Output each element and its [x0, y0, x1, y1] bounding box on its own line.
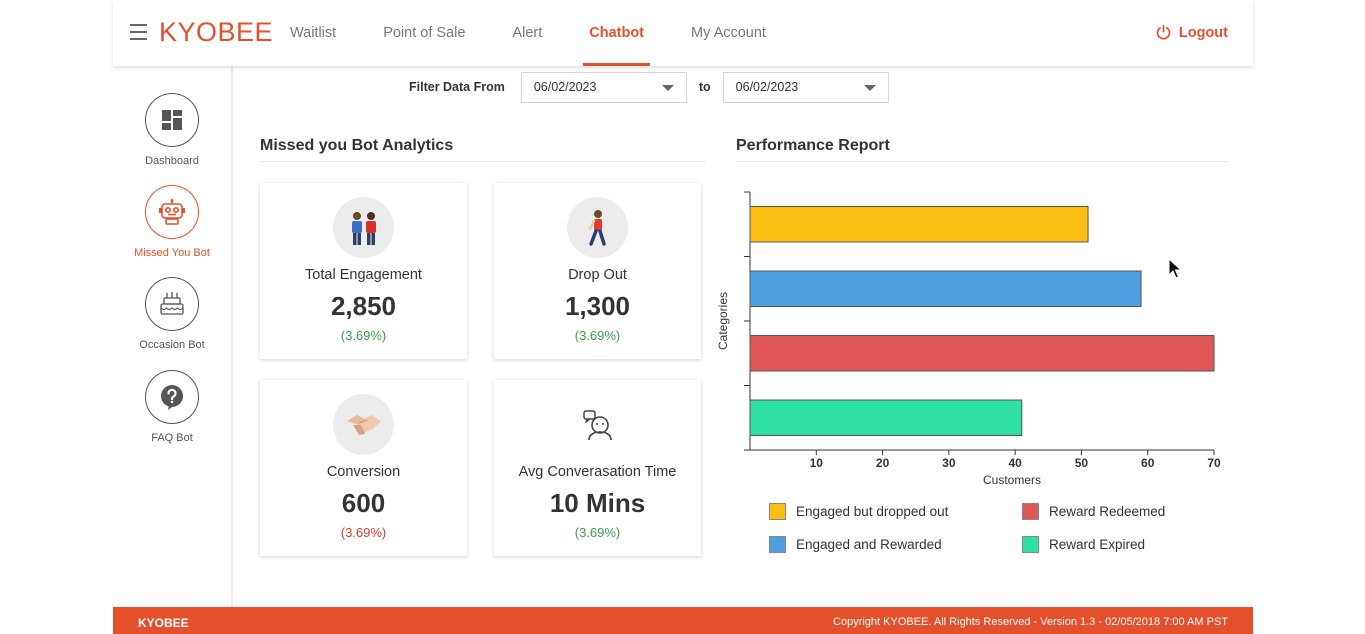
x-tick-label: 50 — [1075, 456, 1089, 470]
legend-swatch — [769, 536, 786, 553]
card-conversion: Conversion 600 (3.69%) — [260, 380, 467, 556]
filter-label: Filter Data From — [409, 80, 505, 94]
chevron-down-icon — [661, 84, 674, 91]
footer-brand: KYOBEE — [138, 616, 189, 630]
x-tick-label: 20 — [876, 456, 890, 470]
x-tick-label: 10 — [810, 456, 824, 470]
handshake-icon — [333, 394, 394, 455]
x-tick-label: 40 — [1008, 456, 1022, 470]
sidebar-item-occasion-bot[interactable]: Occasion Bot — [113, 277, 231, 351]
bar-1 — [749, 270, 1142, 307]
logout-label: Logout — [1178, 24, 1228, 41]
sidebar-item-faq-bot[interactable]: FAQ Bot — [113, 370, 231, 444]
logo[interactable]: KYOBEE — [159, 17, 274, 47]
date-to-value: 06/02/2023 — [735, 80, 799, 94]
nav-point-of-sale[interactable]: Point of Sale — [383, 25, 466, 41]
sidebar-item-missed-you-bot[interactable]: Missed You Bot — [113, 185, 231, 259]
sidebar-label: FAQ Bot — [151, 432, 193, 444]
legend-label: Reward Redeemed — [1049, 504, 1166, 519]
card-label: Avg Converasation Time — [518, 464, 677, 480]
card-avg-conversation-time: Avg Converasation Time 10 Mins (3.69%) — [494, 380, 701, 556]
performance-title: Performance Report — [736, 137, 1228, 162]
mouse-cursor-icon — [1168, 258, 1182, 279]
x-tick-label: 30 — [942, 456, 956, 470]
card-value: 2,850 — [330, 291, 397, 321]
bar-2 — [749, 335, 1215, 372]
legend-swatch — [1022, 503, 1039, 520]
legend-item: Reward Expired — [1022, 536, 1145, 553]
people-icon — [333, 197, 394, 258]
nav-chatbot[interactable]: Chatbot — [583, 0, 650, 66]
legend-label: Reward Expired — [1049, 537, 1146, 552]
date-from-select[interactable]: 06/02/2023 — [520, 71, 687, 103]
logout-button[interactable]: Logout — [1155, 24, 1228, 41]
legend-item: Engaged and Rewarded — [769, 536, 942, 553]
top-header: KYOBEE Waitlist Point of Sale Alert Chat… — [113, 0, 1253, 66]
dashboard-icon — [145, 93, 199, 147]
x-axis-label: Customers — [983, 473, 1041, 487]
footer-copyright: Copyright KYOBEE. All Rights Reserved - … — [833, 616, 1228, 628]
legend-label: Engaged but dropped out — [796, 504, 949, 519]
footer: KYOBEE Copyright KYOBEE. All Rights Rese… — [113, 607, 1253, 634]
card-value: 10 Mins — [549, 488, 646, 518]
legend-item: Engaged but dropped out — [769, 503, 948, 520]
y-axis-label: Categories — [716, 292, 730, 350]
card-label: Total Engagement — [305, 267, 422, 283]
nav-alert[interactable]: Alert — [512, 25, 543, 41]
card-percentage: (3.69%) — [574, 525, 621, 540]
bar-3 — [749, 399, 1023, 436]
filter-to-label: to — [698, 80, 711, 94]
nav-waitlist[interactable]: Waitlist — [290, 25, 337, 41]
main-nav: Waitlist Point of Sale Alert Chatbot My … — [290, 0, 813, 66]
performance-chart: 10 20 30 40 50 60 70 Customers Categories — [716, 191, 1221, 487]
card-drop-out: Drop Out 1,300 (3.69%) — [494, 183, 701, 359]
chevron-down-icon — [863, 84, 876, 91]
legend-item: Reward Redeemed — [1022, 503, 1165, 520]
sidebar-label: Dashboard — [145, 155, 199, 167]
x-tick-label: 70 — [1207, 456, 1221, 470]
chat-person-icon — [567, 394, 628, 455]
date-from-value: 06/02/2023 — [533, 80, 597, 94]
card-percentage: (3.69%) — [340, 525, 387, 540]
analytics-title: Missed you Bot Analytics — [260, 137, 706, 162]
power-icon — [1156, 24, 1171, 40]
legend-swatch — [1022, 536, 1039, 553]
date-to-select[interactable]: 06/02/2023 — [722, 71, 889, 103]
card-value: 1,300 — [564, 291, 631, 321]
card-value: 600 — [341, 488, 386, 518]
hamburger-menu-icon[interactable] — [130, 24, 147, 40]
app-frame: KYOBEE Waitlist Point of Sale Alert Chat… — [113, 0, 1253, 634]
cake-icon — [145, 277, 199, 331]
sidebar: Dashboard Missed You Bot — [113, 66, 233, 607]
robot-icon — [145, 185, 199, 239]
sidebar-label: Occasion Bot — [139, 339, 205, 351]
bar-0 — [749, 206, 1089, 243]
question-icon — [145, 370, 199, 424]
card-percentage: (3.69%) — [340, 328, 387, 343]
card-total-engagement: Total Engagement 2,850 (3.69%) — [260, 183, 467, 359]
x-tick-label: 60 — [1141, 456, 1155, 470]
sidebar-label: Missed You Bot — [134, 247, 210, 259]
walking-person-icon — [567, 197, 628, 258]
nav-my-account[interactable]: My Account — [691, 25, 766, 41]
date-filter: Filter Data From 06/02/2023 to 06/02/202… — [409, 71, 889, 103]
card-percentage: (3.69%) — [574, 328, 621, 343]
legend-swatch — [769, 503, 786, 520]
sidebar-item-dashboard[interactable]: Dashboard — [113, 93, 231, 167]
card-label: Conversion — [326, 464, 401, 480]
legend-label: Engaged and Rewarded — [796, 537, 942, 552]
card-label: Drop Out — [568, 267, 627, 283]
